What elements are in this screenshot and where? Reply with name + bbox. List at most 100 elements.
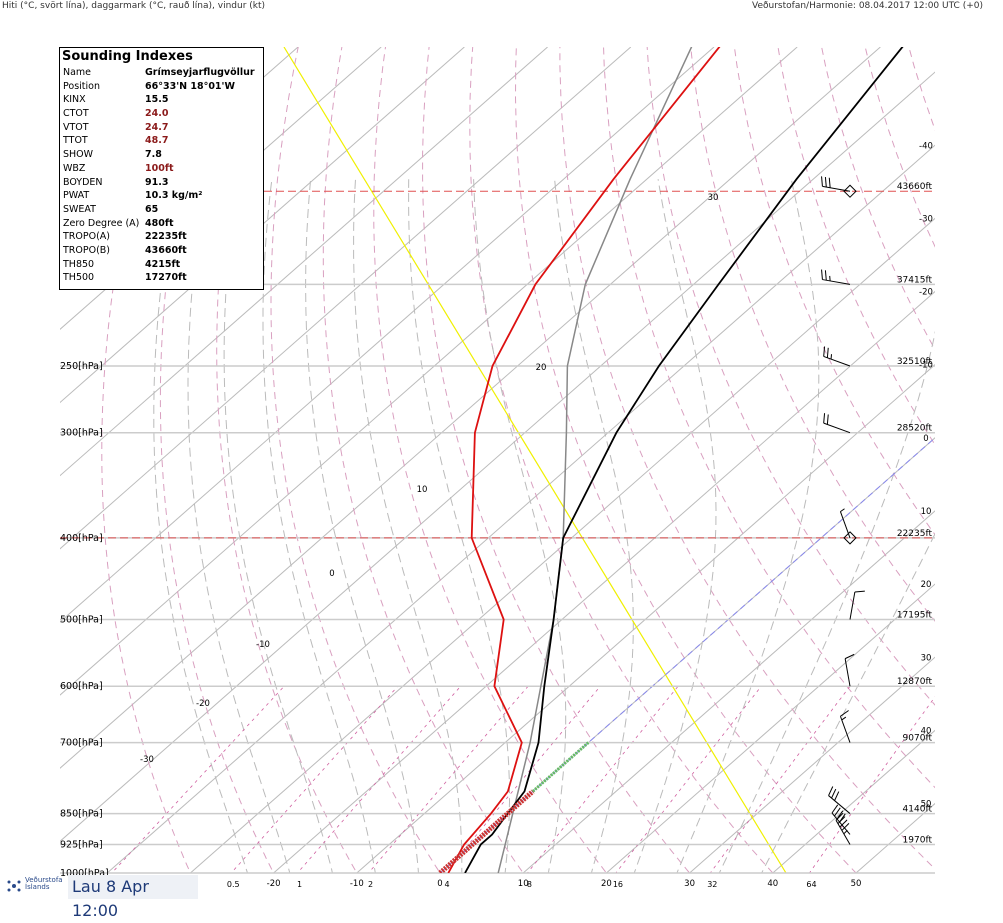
panel-title: Sounding Indexes [60, 48, 263, 66]
index-value: Grímseyjarflugvöllur [145, 66, 255, 80]
dry-adiabat [516, 31, 874, 891]
index-value: 4215ft [145, 258, 180, 272]
logo-dot-icon [18, 889, 21, 892]
mixing-ratio-label: 1 [297, 880, 302, 889]
mixing-ratio-line [602, 686, 761, 891]
wind-barb-staff [845, 659, 850, 687]
isotherm-line [856, 47, 1003, 873]
dry-adiabat [689, 31, 1003, 891]
index-row: BOYDEN 91.3 [60, 176, 263, 190]
dry-adiabat [775, 31, 1003, 891]
wind-barb-tick [822, 270, 823, 280]
wind-barbs [822, 176, 865, 844]
adiabat-label: 30 [708, 193, 719, 203]
height-label: 12870ft [897, 677, 933, 687]
isotherm-line [606, 47, 1003, 873]
index-row: VTOT 24.7 [60, 121, 263, 135]
date-label: Lau 8 Apr 12:00 [68, 875, 198, 899]
index-value: 65 [145, 203, 158, 217]
right-temperature-label: -40 [919, 141, 933, 151]
adiabat-label: 20 [536, 363, 547, 373]
index-value: 66°33'N 18°01'W [145, 80, 235, 94]
mixing-ratio-label: 0.5 [227, 880, 240, 889]
index-value: 24.7 [145, 121, 168, 135]
index-row: Position 66°33'N 18°01'W [60, 80, 263, 94]
mixing-ratio-line [96, 686, 285, 891]
temperature-profile [465, 31, 915, 873]
mixing-ratio-label: 8 [527, 880, 532, 889]
index-label: Position [63, 80, 100, 94]
index-value: 22235ft [145, 230, 187, 244]
dry-adiabat [991, 31, 1003, 891]
index-value: 7.8 [145, 148, 162, 162]
wind-barb-tick [842, 717, 846, 720]
index-label: Name [63, 66, 91, 80]
wind-barb [850, 591, 865, 619]
mixing-ratio-label: 32 [707, 880, 717, 889]
index-label: KINX [63, 93, 86, 107]
x-tick-label: -20 [267, 879, 281, 889]
pressure-label: 250[hPa] [60, 361, 103, 372]
index-row: TROPO(B)43660ft [60, 244, 263, 258]
pressure-label: 500[hPa] [60, 615, 103, 626]
logo-dot-icon [8, 889, 11, 892]
wind-barb-tick [855, 591, 865, 592]
logo-dot-icon [12, 884, 16, 888]
isotherm-line [939, 47, 1003, 873]
index-value: 17270ft [145, 271, 187, 285]
index-row: TROPO(A) 22235ft [60, 230, 263, 244]
index-label: BOYDEN [63, 176, 103, 190]
wind-barb-tick [825, 270, 826, 280]
index-value: 480ft [145, 217, 174, 231]
right-temperature-label: 10 [921, 507, 932, 517]
wind-barb [822, 270, 850, 285]
adiabat-label: -30 [140, 755, 154, 765]
index-value: 48.7 [145, 134, 168, 148]
height-label: 37415ft [897, 275, 933, 285]
index-row: TTOT 48.7 [60, 134, 263, 148]
wind-barb-tick [829, 178, 830, 188]
index-label: Zero Degree (A) [63, 217, 139, 231]
isotherm-line [440, 47, 1003, 873]
height-label: 17195ft [897, 611, 933, 621]
isotherm-line [190, 47, 1003, 873]
index-label: TTOT [63, 134, 88, 148]
moist-adiabat [306, 179, 420, 891]
index-label: WBZ [63, 162, 85, 176]
dry-adiabat [732, 31, 1003, 891]
right-temperature-label: -20 [919, 288, 933, 298]
height-label: 9070ft [903, 734, 933, 744]
wind-barb [824, 346, 850, 366]
wind-barb-tick [825, 177, 826, 187]
height-label: 43660ft [897, 182, 933, 192]
index-label: TROPO(A) [63, 230, 110, 244]
logo-dot-icon [8, 881, 11, 884]
mixing-ratio-label: 4 [445, 880, 450, 889]
adiabat-label: -20 [196, 699, 210, 709]
mixing-ratio-line [797, 686, 943, 891]
wind-barb-staff [850, 592, 855, 620]
moist-adiabat [354, 179, 462, 891]
wind-barb-tick [832, 789, 836, 798]
dry-adiabat [271, 31, 452, 891]
dry-adiabat [905, 31, 1003, 891]
pressure-label: 400[hPa] [60, 533, 103, 544]
mixing-ratio-line [697, 686, 850, 891]
wind-barb [840, 711, 850, 743]
index-value: 91.3 [145, 176, 168, 190]
dry-adiabat [861, 31, 1003, 891]
mixing-ratio-label: 64 [806, 880, 816, 889]
wind-barb-tick [835, 792, 839, 801]
index-label: VTOT [63, 121, 89, 135]
height-label: 1970ft [903, 835, 933, 845]
pressure-label: 600[hPa] [60, 681, 103, 692]
isotherm-line [274, 47, 1003, 873]
